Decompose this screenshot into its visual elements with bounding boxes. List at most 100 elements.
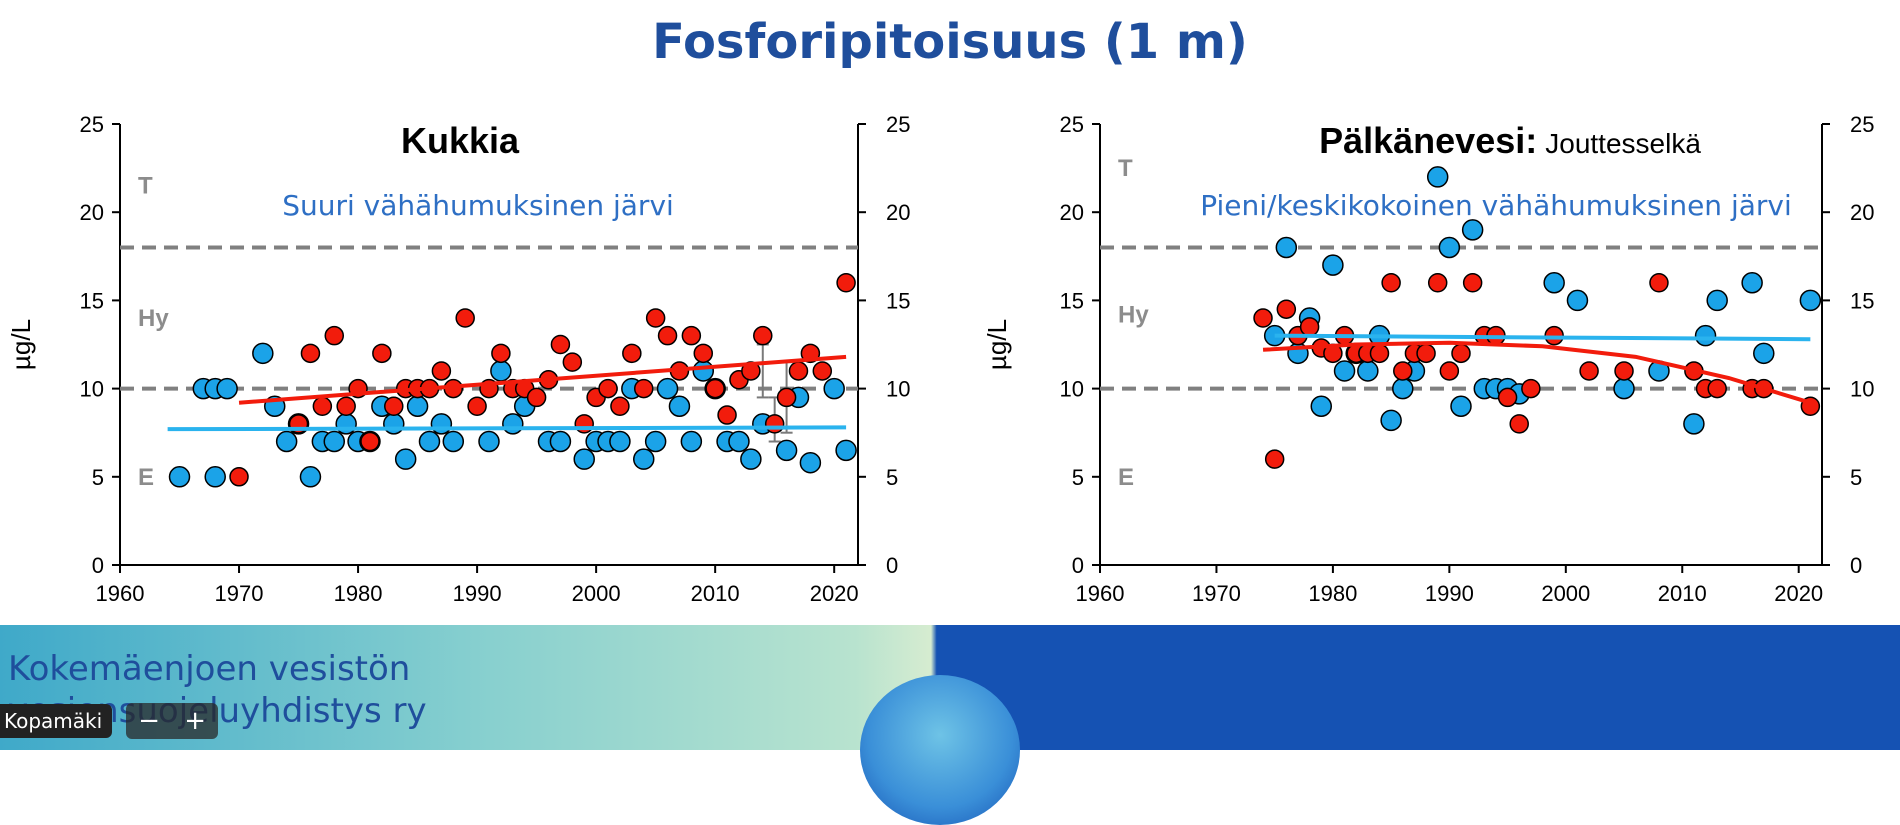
data-point-blue	[323, 430, 346, 453]
class-label: E	[138, 464, 154, 491]
data-point-red	[360, 431, 380, 452]
data-point-blue	[573, 448, 595, 470]
data-point-blue	[728, 430, 750, 453]
x-tick: 1980	[1308, 565, 1357, 606]
x-tick: 2020	[810, 565, 859, 606]
data-point-blue	[442, 430, 465, 453]
data-point-red	[526, 387, 547, 408]
data-point-red	[836, 273, 856, 293]
series-red	[1253, 273, 1821, 469]
x-tick: 2020	[1774, 565, 1823, 606]
y-tick-label-left: 20	[80, 200, 104, 225]
x-tick-label: 1960	[1076, 581, 1125, 606]
data-point-blue	[1450, 395, 1472, 417]
chart-title-suffix: Jouttesselkä	[1545, 128, 1701, 159]
x-tick-label: 2010	[691, 581, 740, 606]
data-point-blue	[1380, 409, 1402, 432]
y-tick: 25 25	[80, 112, 911, 137]
class-label: T	[1118, 155, 1133, 182]
data-point-blue	[835, 439, 857, 462]
y-tick-label-left: 5	[1072, 465, 1084, 490]
y-axis-label: µg/L	[982, 319, 1012, 370]
data-point-red	[372, 343, 392, 364]
data-point-blue	[252, 342, 274, 365]
data-point-red	[812, 361, 833, 381]
data-point-blue	[1438, 236, 1461, 259]
chart-title: Kukkia	[401, 120, 520, 161]
data-point-red	[753, 325, 773, 346]
x-tick: 2010	[1658, 565, 1707, 606]
x-tick: 1990	[1425, 565, 1474, 606]
data-point-blue	[394, 448, 417, 470]
data-point-red	[384, 396, 404, 416]
data-point-red	[741, 361, 761, 381]
x-tick-label: 1970	[1192, 581, 1241, 606]
data-point-blue	[1333, 360, 1356, 382]
data-point-blue	[1683, 413, 1705, 435]
zoom-in-button[interactable]: +	[184, 706, 207, 736]
data-point-red	[681, 325, 702, 346]
x-tick: 1960	[96, 565, 145, 606]
data-point-blue	[1543, 272, 1565, 294]
zoom-out-button[interactable]: −	[138, 706, 161, 736]
chart-subtitle: Pieni/keskikokoinen vähähumuksinen järvi	[1200, 189, 1792, 222]
trend-line-red	[238, 354, 847, 405]
x-tick-label: 2000	[572, 581, 621, 606]
y-tick-label-left: 10	[1060, 377, 1084, 402]
data-point-red	[598, 378, 618, 399]
data-point-red	[336, 396, 356, 416]
data-point-blue	[204, 466, 226, 488]
data-point-red	[657, 325, 678, 346]
data-point-red	[1427, 273, 1448, 293]
class-label: Hy	[138, 305, 169, 332]
data-point-blue	[1753, 342, 1775, 365]
data-point-blue	[644, 430, 667, 453]
data-point-red	[1509, 414, 1529, 434]
y-tick: 10 10	[80, 377, 911, 402]
y-tick-label-right: 10	[886, 377, 910, 402]
y-tick-label-left: 25	[1060, 112, 1084, 137]
data-point-red	[1497, 387, 1518, 408]
y-tick-label-right: 5	[886, 465, 898, 490]
x-tick-label: 1990	[1425, 581, 1474, 606]
y-tick-label-right: 0	[886, 553, 898, 578]
data-point-red	[645, 308, 666, 328]
data-point-blue	[1426, 166, 1449, 188]
zoom-controls: − +	[126, 703, 219, 739]
trend-line-blue	[167, 425, 847, 432]
footer-decoration	[860, 675, 1020, 825]
data-point-red	[1614, 361, 1634, 381]
chart-title-main: Pälkänevesi:	[1319, 120, 1537, 161]
data-point-red	[562, 352, 583, 372]
x-tick: 2000	[1541, 565, 1590, 606]
data-point-red	[431, 361, 452, 381]
data-point-red	[229, 467, 249, 487]
data-point-blue	[168, 466, 191, 488]
x-tick-label: 1980	[334, 581, 383, 606]
data-point-blue	[1461, 219, 1484, 241]
y-tick-label-left: 0	[1072, 553, 1084, 578]
class-label: T	[138, 173, 153, 200]
data-point-red	[1381, 273, 1401, 293]
data-point-blue	[680, 430, 703, 453]
data-point-blue	[1613, 377, 1635, 400]
data-point-blue	[430, 413, 453, 435]
data-point-blue	[632, 448, 655, 470]
y-tick-label-right: 25	[886, 112, 910, 137]
data-point-blue	[418, 430, 441, 453]
y-tick: 15 15	[1060, 288, 1875, 313]
presenter-name-label: Kopamäki	[0, 704, 113, 738]
x-tick-label: 2010	[1658, 581, 1707, 606]
data-point-red	[1264, 449, 1285, 469]
x-tick: 2010	[691, 565, 740, 606]
y-tick-label-left: 5	[92, 465, 104, 490]
data-point-red	[1299, 317, 1320, 337]
class-label: E	[1118, 464, 1134, 491]
x-tick-label: 1960	[96, 581, 145, 606]
slide-title: Fosforipitoisuus (1 m)	[652, 14, 1248, 70]
x-tick-label: 2000	[1541, 581, 1590, 606]
